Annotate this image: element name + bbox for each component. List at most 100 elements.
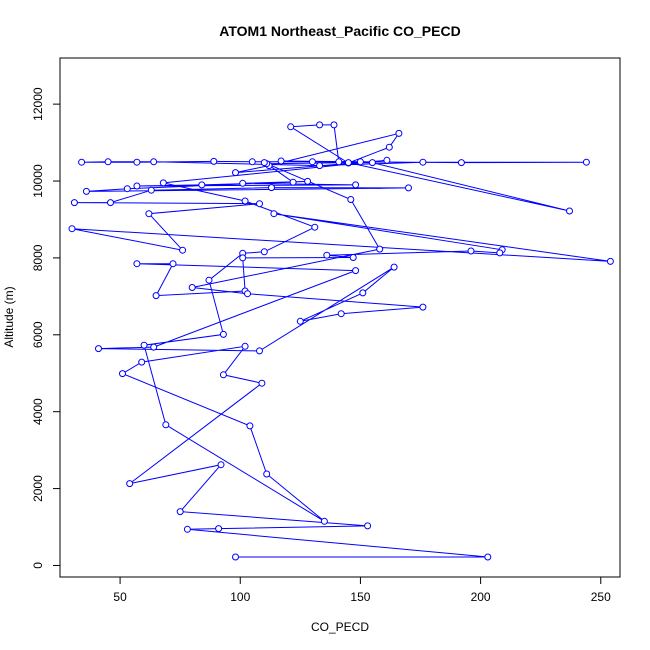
data-point	[107, 199, 114, 207]
data-point	[270, 210, 278, 218]
data-point	[179, 246, 187, 254]
data-point	[582, 158, 590, 166]
data-point	[344, 159, 352, 167]
data-point	[188, 284, 196, 291]
data-point	[467, 247, 475, 255]
data-point	[296, 317, 304, 325]
data-point	[140, 341, 148, 349]
data-point	[419, 303, 427, 311]
data-point	[289, 178, 297, 186]
data-point	[364, 522, 372, 530]
data-point	[496, 249, 504, 257]
y-tick-label: 10000	[31, 164, 45, 198]
data-point	[268, 184, 275, 192]
data-point	[133, 158, 141, 166]
x-axis: 50 100 150 200 250	[113, 576, 611, 604]
data-point	[150, 158, 158, 166]
data-point	[123, 185, 131, 193]
data-point	[256, 200, 263, 208]
data-point	[205, 276, 213, 284]
data-point	[126, 480, 134, 488]
data-point	[133, 260, 141, 268]
data-point	[239, 179, 247, 187]
data-point	[368, 159, 376, 167]
data-point	[241, 342, 249, 350]
data-point	[260, 248, 268, 256]
data-point	[352, 267, 360, 275]
data-point	[232, 169, 239, 177]
data-point	[395, 129, 403, 137]
data-point	[162, 421, 170, 429]
data-point	[145, 210, 153, 218]
data-point	[241, 197, 249, 205]
data-point	[246, 422, 254, 430]
data-point	[256, 347, 263, 355]
y-axis-label: Altitude (m)	[2, 286, 16, 347]
data-point	[239, 254, 247, 262]
y-tick-label: 0	[31, 562, 45, 569]
data-point	[183, 525, 191, 533]
data-point	[356, 158, 364, 166]
data-point	[152, 292, 160, 300]
data-point	[316, 121, 324, 129]
data-point	[323, 251, 331, 259]
x-tick-label: 200	[471, 590, 491, 604]
data-point	[215, 525, 223, 533]
data-point	[219, 371, 227, 379]
data-point	[210, 157, 218, 165]
data-point	[335, 158, 343, 166]
data-point	[159, 179, 167, 187]
data-point	[359, 289, 367, 297]
data-point	[606, 257, 614, 265]
x-tick-label: 250	[591, 590, 611, 604]
data-point	[349, 254, 357, 261]
data-point	[248, 158, 256, 166]
x-axis-label: CO_PECD	[311, 620, 369, 634]
data-point	[244, 290, 251, 298]
data-point	[405, 184, 412, 192]
data-point	[484, 553, 492, 561]
data-point	[277, 157, 285, 165]
data-point	[304, 177, 312, 185]
data-point	[352, 181, 360, 189]
data-point	[311, 223, 319, 231]
data-point	[383, 156, 391, 164]
data-point	[176, 508, 184, 516]
y-tick-label: 4000	[31, 398, 45, 425]
data-point	[263, 470, 271, 478]
data-point	[147, 186, 155, 194]
data-point	[70, 199, 78, 207]
data-point	[104, 158, 112, 166]
y-tick-label: 6000	[31, 321, 45, 348]
data-point	[260, 159, 268, 167]
x-tick-label: 100	[230, 590, 250, 604]
data-point	[138, 358, 146, 366]
data-point	[217, 461, 225, 469]
data-point	[330, 121, 338, 129]
x-tick-label: 50	[113, 590, 127, 604]
chart-title: ATOM1 Northeast_Pacific CO_PECD	[219, 23, 460, 39]
data-point	[78, 158, 86, 166]
y-tick-label: 2000	[31, 475, 45, 502]
data-point	[419, 158, 427, 166]
data-point	[68, 225, 76, 233]
data-point	[169, 260, 177, 268]
data-point	[219, 330, 227, 338]
data-point	[337, 310, 345, 318]
data-point	[258, 379, 266, 387]
data-point	[308, 158, 316, 166]
series-points	[68, 121, 614, 561]
data-point	[347, 196, 355, 203]
data-point	[232, 553, 239, 561]
data-point	[390, 263, 398, 271]
data-point	[287, 123, 295, 131]
data-point	[119, 370, 126, 378]
data-point	[457, 159, 465, 167]
data-point	[198, 181, 206, 189]
y-tick-label: 12000	[31, 87, 45, 121]
data-point	[133, 182, 141, 190]
data-point	[566, 207, 573, 215]
data-point	[320, 517, 328, 525]
data-point	[376, 245, 384, 253]
